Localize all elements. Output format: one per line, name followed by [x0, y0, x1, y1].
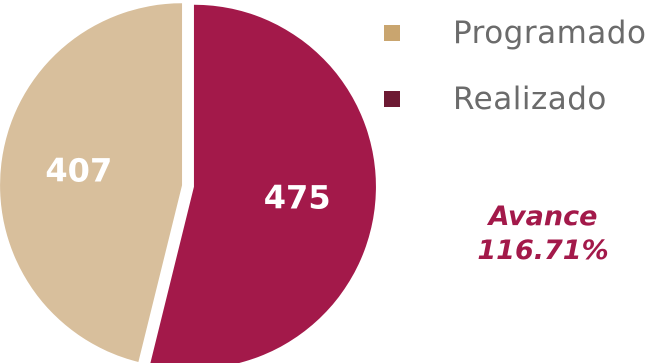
legend-item-realizado: Realizado: [384, 79, 606, 119]
legend-label-programado: Programado: [453, 15, 647, 51]
avance-label: Avance: [488, 201, 598, 232]
avance-annotation: Avance 116.71%: [463, 200, 623, 268]
pie-label-realizado: 475: [264, 178, 331, 216]
pie-label-programado: 407: [45, 152, 112, 190]
pie-chart: 475 407: [0, 3, 376, 363]
legend-swatch-programado: [384, 25, 400, 41]
legend-item-programado: Programado: [384, 13, 646, 53]
pie-slice-realizado: [150, 4, 376, 363]
legend-label-realizado: Realizado: [453, 81, 607, 117]
legend-swatch-realizado: [384, 91, 400, 107]
avance-value: 116.71%: [477, 235, 609, 266]
pie-slice-programado: [0, 3, 183, 362]
